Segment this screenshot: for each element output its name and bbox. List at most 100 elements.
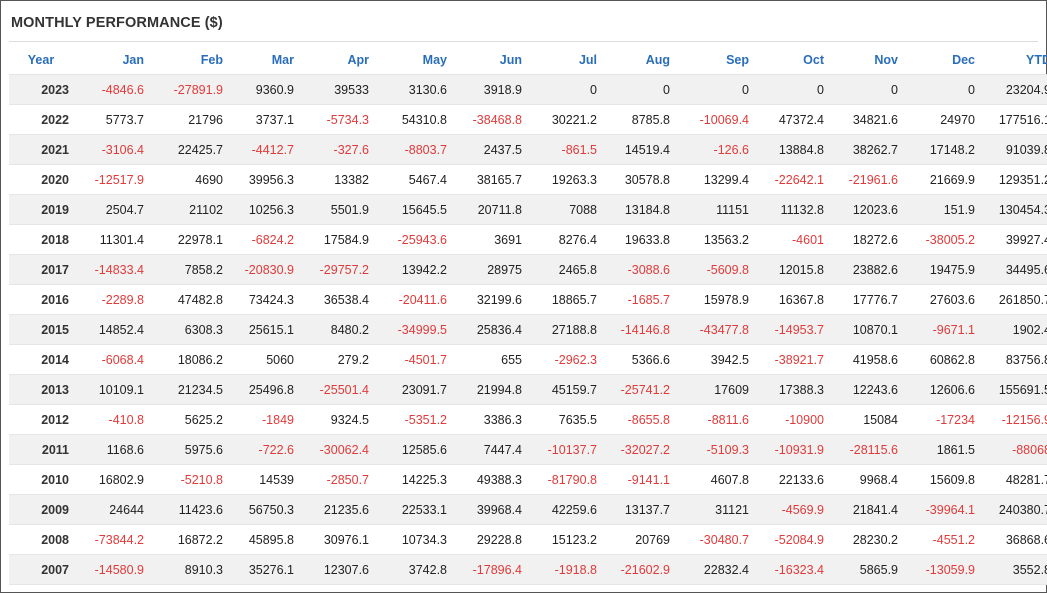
value-cell-apr: -2850.7 — [302, 464, 377, 495]
value-cell-mar: 25615.1 — [231, 314, 302, 345]
value-cell-jan: -4846.6 — [73, 74, 152, 105]
value-cell-jul: 8276.4 — [530, 224, 605, 255]
value-cell-nov: 28230.2 — [832, 524, 906, 555]
value-cell-mar: 14539 — [231, 464, 302, 495]
value-cell-sep: -5109.3 — [678, 434, 757, 465]
value-cell-ytd: 261850.7 — [983, 284, 1047, 315]
value-cell-jan: -73844.2 — [73, 524, 152, 555]
value-cell-sep: 31121 — [678, 494, 757, 525]
row-year-cell: 2023 — [9, 74, 73, 105]
value-cell-apr: -30062.4 — [302, 434, 377, 465]
column-header-oct: Oct — [757, 45, 832, 75]
row-year-cell: 2017 — [9, 254, 73, 285]
table-header: Year Jan Feb Mar Apr May Jun Jul Aug Sep Oct Nov Dec… — [9, 45, 1047, 75]
value-cell-jan: -6068.4 — [73, 344, 152, 375]
value-cell-jun: 20711.8 — [455, 194, 530, 225]
column-header-dec: Dec — [906, 45, 983, 75]
value-cell-ytd: -88068 — [983, 434, 1047, 465]
value-cell-jul: -81790.8 — [530, 464, 605, 495]
value-cell-aug: 13184.8 — [605, 194, 678, 225]
value-cell-dec: 12606.6 — [906, 374, 983, 405]
value-cell-jun: 3918.9 — [455, 74, 530, 105]
value-cell-ytd: 39927.4 — [983, 224, 1047, 255]
value-cell-oct: -4601 — [757, 224, 832, 255]
value-cell-jan: -3106.4 — [73, 134, 152, 165]
value-cell-jul: -10137.7 — [530, 434, 605, 465]
value-cell-feb: 47482.8 — [152, 284, 231, 315]
value-cell-dec: -9671.1 — [906, 314, 983, 345]
value-cell-jun: 49388.3 — [455, 464, 530, 495]
table-row: 2011 1168.6 5975.6 -722.6 -30062.4 12585.6 744… — [9, 434, 1047, 465]
value-cell-dec: 19475.9 — [906, 254, 983, 285]
value-cell-may: 22533.1 — [377, 494, 455, 525]
value-cell-sep: 17609 — [678, 374, 757, 405]
row-year-cell: 2022 — [9, 104, 73, 135]
value-cell-feb: 22425.7 — [152, 134, 231, 165]
value-cell-sep: 15978.9 — [678, 284, 757, 315]
value-cell-feb: 5625.2 — [152, 404, 231, 435]
value-cell-ytd: 91039.8 — [983, 134, 1047, 165]
value-cell-oct: 22133.6 — [757, 464, 832, 495]
value-cell-sep: 3942.5 — [678, 344, 757, 375]
value-cell-oct: 12015.8 — [757, 254, 832, 285]
value-cell-ytd: 83756.8 — [983, 344, 1047, 375]
value-cell-jan: 10109.1 — [73, 374, 152, 405]
value-cell-oct: -16323.4 — [757, 554, 832, 585]
value-cell-feb: 4690 — [152, 164, 231, 195]
value-cell-nov: 34821.6 — [832, 104, 906, 135]
column-header-feb: Feb — [152, 45, 231, 75]
value-cell-mar: 39956.3 — [231, 164, 302, 195]
value-cell-feb: 16872.2 — [152, 524, 231, 555]
value-cell-may: 14225.3 — [377, 464, 455, 495]
value-cell-dec: -39964.1 — [906, 494, 983, 525]
value-cell-apr: 39533 — [302, 74, 377, 105]
value-cell-mar: 9360.9 — [231, 74, 302, 105]
value-cell-oct: 16367.8 — [757, 284, 832, 315]
value-cell-sep: 0 — [678, 74, 757, 105]
value-cell-oct: 11132.8 — [757, 194, 832, 225]
value-cell-aug: 5366.6 — [605, 344, 678, 375]
value-cell-mar: 56750.3 — [231, 494, 302, 525]
value-cell-oct: 0 — [757, 74, 832, 105]
value-cell-dec: 21669.9 — [906, 164, 983, 195]
row-year-cell: 2016 — [9, 284, 73, 315]
table-row: 2014 -6068.4 18086.2 5060 279.2 -4501.7 655 -29… — [9, 344, 1047, 375]
table-row: 2007 -14580.9 8910.3 35276.1 12307.6 3742.8 -1… — [9, 554, 1047, 585]
value-cell-jan: 2504.7 — [73, 194, 152, 225]
value-cell-nov: 18272.6 — [832, 224, 906, 255]
column-header-may: May — [377, 45, 455, 75]
value-cell-jul: -861.5 — [530, 134, 605, 165]
value-cell-sep: 4607.8 — [678, 464, 757, 495]
value-cell-jan: -14580.9 — [73, 554, 152, 585]
value-cell-dec: 0 — [906, 74, 983, 105]
value-cell-feb: 22978.1 — [152, 224, 231, 255]
table-row: 2010 16802.9 -5210.8 14539 -2850.7 14225.3 493… — [9, 464, 1047, 495]
value-cell-feb: 8910.3 — [152, 554, 231, 585]
table-row: 2013 10109.1 21234.5 25496.8 -25501.4 23091.7… — [9, 374, 1047, 405]
value-cell-jun: 3386.3 — [455, 404, 530, 435]
value-cell-feb: 18086.2 — [152, 344, 231, 375]
row-year-cell: 2015 — [9, 314, 73, 345]
column-header-apr: Apr — [302, 45, 377, 75]
table-row: 2019 2504.7 21102 10256.3 5501.9 15645.5 20711… — [9, 194, 1047, 225]
value-cell-may: 3130.6 — [377, 74, 455, 105]
value-cell-aug: 20769 — [605, 524, 678, 555]
value-cell-ytd: 129351.2 — [983, 164, 1047, 195]
value-cell-may: 10734.3 — [377, 524, 455, 555]
value-cell-jan: 11301.4 — [73, 224, 152, 255]
value-cell-mar: -1849 — [231, 404, 302, 435]
value-cell-feb: -5210.8 — [152, 464, 231, 495]
value-cell-ytd: 3552.8 — [983, 554, 1047, 585]
value-cell-ytd: 1902.4 — [983, 314, 1047, 345]
value-cell-mar: 10256.3 — [231, 194, 302, 225]
header-row: Year Jan Feb Mar Apr May Jun Jul Aug Sep Oct Nov Dec… — [9, 45, 1047, 75]
value-cell-dec: 15609.8 — [906, 464, 983, 495]
value-cell-jun: 3691 — [455, 224, 530, 255]
value-cell-aug: -25741.2 — [605, 374, 678, 405]
value-cell-ytd: -12156.9 — [983, 404, 1047, 435]
value-cell-apr: -29757.2 — [302, 254, 377, 285]
value-cell-ytd: 240380.7 — [983, 494, 1047, 525]
row-year-cell: 2011 — [9, 434, 73, 465]
value-cell-sep: 11151 — [678, 194, 757, 225]
value-cell-aug: -3088.6 — [605, 254, 678, 285]
